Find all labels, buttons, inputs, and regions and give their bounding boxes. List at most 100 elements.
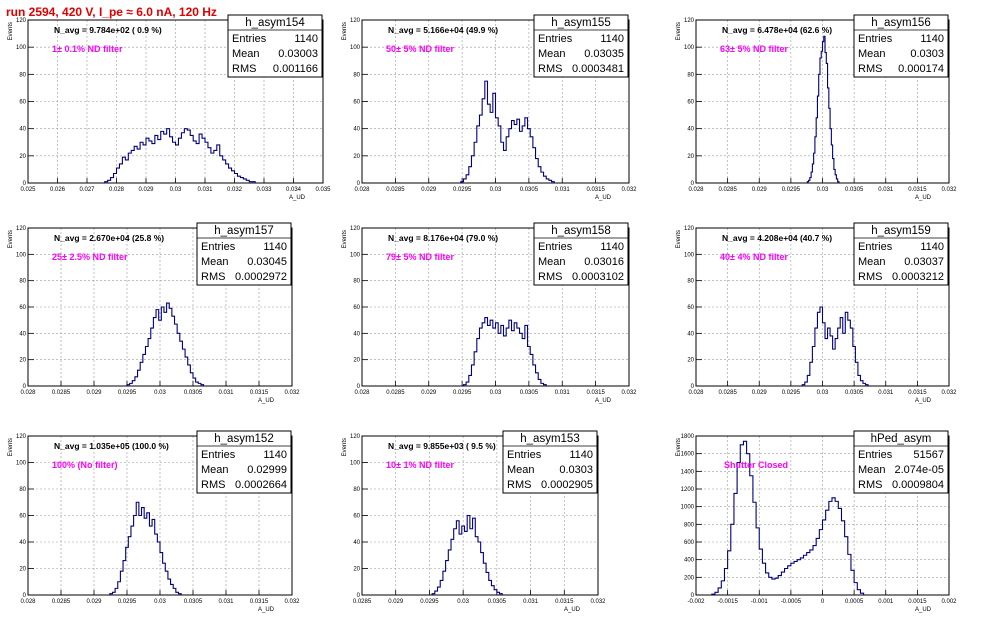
y-axis-label: Events bbox=[676, 438, 682, 456]
y-tick-label: 60 bbox=[19, 100, 26, 106]
histogram-pad-h_asym159: 0.028 0.0285 0.029 0.0295 0.03 0.0305 0.031 0.0… bbox=[676, 222, 957, 404]
stats-entries-label: Entries bbox=[201, 449, 236, 461]
x-tick-label: 0.028 bbox=[688, 187, 704, 193]
stats-rms-label: RMS bbox=[201, 271, 225, 283]
stats-title: h_asym155 bbox=[551, 17, 610, 29]
y-tick-label: 20 bbox=[353, 358, 360, 364]
x-tick-label: -0.0005 bbox=[781, 599, 802, 605]
x-tick-label: 0.03 bbox=[170, 187, 182, 193]
navg-label: N_avg = 2.670e+04 (25.8 %) bbox=[54, 233, 164, 243]
x-tick-label: 0.0295 bbox=[782, 187, 801, 193]
x-tick-label: 0.0295 bbox=[453, 187, 472, 193]
x-tick-label: 0.032 bbox=[284, 390, 300, 396]
histogram-pad-h_asym157: 0.028 0.0285 0.029 0.0295 0.03 0.0305 0.031 0.0… bbox=[8, 222, 300, 404]
x-tick-label: 0.0005 bbox=[845, 599, 864, 605]
y-tick-label: 200 bbox=[684, 575, 695, 581]
y-tick-label: 100 bbox=[684, 252, 695, 258]
stats-box-frame bbox=[533, 222, 629, 286]
x-tick-label: 0.0315 bbox=[555, 599, 574, 605]
stats-entries-label: Entries bbox=[538, 241, 573, 253]
x-tick-label: 0.0315 bbox=[586, 390, 605, 396]
histogram-pads: 0.025 0.026 0.027 0.028 0.029 0.03 0.031 0.032 0… bbox=[8, 14, 957, 613]
stats-rms-value: 0.000174 bbox=[898, 63, 944, 75]
stats-title: h_asym159 bbox=[871, 225, 930, 237]
stats-entries-label: Entries bbox=[232, 33, 267, 45]
y-tick-label: 100 bbox=[350, 45, 361, 51]
filter-label: Shutter Closed bbox=[724, 460, 788, 470]
x-tick-label: 0.03 bbox=[490, 390, 502, 396]
stats-box-frame bbox=[533, 14, 629, 78]
y-axis-label: Events bbox=[8, 22, 14, 40]
histogram-series-h_asym157 bbox=[126, 302, 205, 386]
stats-rms-label: RMS bbox=[538, 271, 562, 283]
y-tick-label: 80 bbox=[353, 487, 360, 493]
x-tick-label: 0.0315 bbox=[908, 390, 927, 396]
stats-entries-label: Entries bbox=[538, 33, 573, 45]
stats-box: h_asym155 Entries 1140 Mean 0.03035 RMS 0.0003… bbox=[533, 14, 629, 78]
y-tick-label: 400 bbox=[684, 558, 695, 564]
stats-mean-value: 0.03045 bbox=[247, 256, 287, 268]
y-tick-label: 0 bbox=[23, 181, 27, 187]
navg-label: N_avg = 6.478e+04 (62.6 %) bbox=[722, 25, 832, 35]
x-tick-label: 0.032 bbox=[621, 390, 637, 396]
x-tick-label: 0.028 bbox=[688, 390, 704, 396]
filter-label: 40± 4% ND filter bbox=[720, 252, 788, 262]
stats-entries-value: 1140 bbox=[600, 33, 624, 45]
x-tick-label: 0.031 bbox=[523, 599, 539, 605]
stats-box: h_asym156 Entries 1140 Mean 0.0303 RMS 0.00017… bbox=[853, 14, 949, 78]
y-tick-label: 0 bbox=[691, 384, 695, 390]
y-tick-label: 1400 bbox=[681, 469, 695, 475]
x-axis-label: A_UD bbox=[915, 607, 932, 613]
histogram-pad-h_asym156: 0.028 0.0285 0.029 0.0295 0.03 0.0305 0.031 0.0… bbox=[676, 14, 957, 201]
x-tick-label: 0.0315 bbox=[908, 187, 927, 193]
y-tick-label: 1200 bbox=[681, 487, 695, 493]
x-tick-label: 0.028 bbox=[20, 390, 36, 396]
stats-entries-value: 51567 bbox=[913, 449, 944, 461]
y-tick-label: 0 bbox=[23, 593, 27, 599]
y-tick-label: 80 bbox=[353, 279, 360, 285]
x-tick-label: -0.001 bbox=[751, 599, 769, 605]
x-axis-label: A_UD bbox=[258, 398, 275, 404]
y-tick-label: 20 bbox=[19, 154, 26, 160]
histogram-pad-h_asym154: 0.025 0.026 0.027 0.028 0.029 0.03 0.031 0.032 0… bbox=[8, 14, 331, 201]
x-tick-label: 0.0285 bbox=[718, 390, 737, 396]
x-tick-label: 0.0295 bbox=[453, 390, 472, 396]
x-tick-label: 0.031 bbox=[555, 187, 571, 193]
x-tick-label: 0.026 bbox=[50, 187, 66, 193]
y-axis-label: Events bbox=[8, 438, 14, 456]
run-title: run 2594, 420 V, I_pe ≈ 6.0 nA, 120 Hz bbox=[6, 5, 217, 19]
histogram-pad-h_asym158: 0.028 0.0285 0.029 0.0295 0.03 0.0305 0.031 0.0… bbox=[342, 222, 637, 404]
stats-entries-label: Entries bbox=[858, 33, 893, 45]
stats-box: hPed_asym Entries 51567 Mean 2.074e-05 RMS 0.0… bbox=[853, 430, 949, 494]
x-tick-label: 0.028 bbox=[354, 187, 370, 193]
y-tick-label: 40 bbox=[19, 331, 26, 337]
histogram-series-h_asym155 bbox=[460, 80, 555, 183]
y-tick-label: 20 bbox=[19, 358, 26, 364]
stats-box-frame bbox=[853, 222, 949, 286]
stats-entries-label: Entries bbox=[858, 241, 893, 253]
stats-mean-label: Mean bbox=[201, 464, 229, 476]
histogram-pad-h_asym153: 0.0285 0.029 0.0295 0.03 0.0305 0.031 0.0315 0.… bbox=[342, 430, 606, 613]
y-tick-label: 60 bbox=[353, 100, 360, 106]
stats-rms-label: RMS bbox=[507, 479, 531, 491]
stats-box: h_asym159 Entries 1140 Mean 0.03037 RMS 0.0003… bbox=[853, 222, 949, 286]
x-tick-label: 0.0285 bbox=[386, 390, 405, 396]
x-tick-label: 0.031 bbox=[218, 390, 234, 396]
stats-title: h_asym156 bbox=[871, 17, 930, 29]
stats-rms-label: RMS bbox=[201, 479, 225, 491]
histogram-series-hPed_asym bbox=[711, 440, 865, 595]
y-tick-label: 80 bbox=[19, 279, 26, 285]
x-tick-label: 0.029 bbox=[421, 390, 437, 396]
y-tick-label: 20 bbox=[687, 358, 694, 364]
y-tick-label: 1800 bbox=[681, 434, 695, 440]
histogram-series-h_asym158 bbox=[462, 316, 547, 386]
x-tick-label: 0.0285 bbox=[386, 187, 405, 193]
y-tick-label: 100 bbox=[350, 252, 361, 258]
y-tick-label: 40 bbox=[19, 540, 26, 546]
stats-entries-value: 1140 bbox=[600, 241, 624, 253]
stats-mean-value: 0.03003 bbox=[278, 48, 318, 60]
y-tick-label: 20 bbox=[353, 567, 360, 573]
x-tick-label: 0.0305 bbox=[520, 187, 539, 193]
stats-title: h_asym154 bbox=[245, 17, 305, 29]
y-axis-label: Events bbox=[342, 438, 348, 456]
